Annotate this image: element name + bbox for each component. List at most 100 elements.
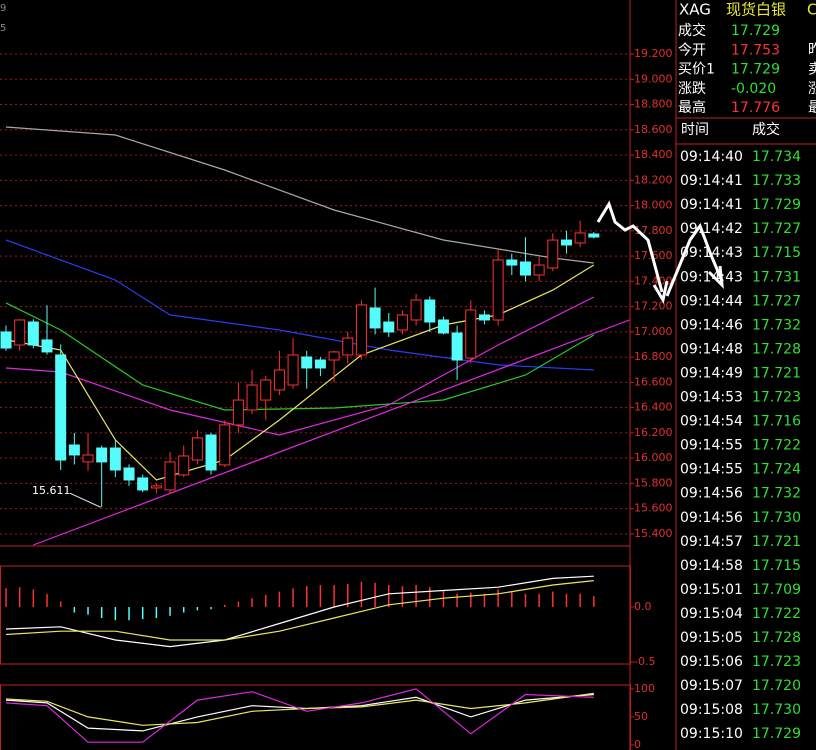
trade-price: 17.722	[752, 606, 801, 622]
quote-value: 17.729	[731, 62, 780, 78]
quote-label: 成交	[678, 22, 706, 39]
y-tick-label: 16.800	[634, 350, 673, 363]
trade-price: 17.715	[752, 558, 801, 574]
leader-line	[69, 492, 101, 508]
scribble	[665, 222, 724, 297]
candle-body	[260, 379, 272, 401]
trade-time: 09:14:40	[680, 149, 743, 165]
candle-body	[150, 485, 162, 489]
y-tick-label: 18.200	[634, 173, 673, 186]
y-tick-label: 16.400	[634, 401, 673, 414]
quote-value: 17.753	[731, 42, 780, 58]
indicator-line	[5, 692, 594, 726]
trade-time: 09:14:57	[680, 534, 743, 550]
candle-body	[410, 299, 422, 321]
symbol: XAG	[679, 1, 711, 19]
indicator-line	[5, 302, 595, 411]
trade-price: 17.723	[752, 654, 801, 670]
candle-body	[82, 454, 94, 463]
trade-time: 09:15:01	[680, 582, 743, 598]
trade-price: 17.730	[752, 702, 801, 718]
trade-time: 09:14:56	[680, 486, 743, 502]
quote-label: 卖	[808, 62, 816, 78]
candle-body	[547, 239, 559, 269]
candle-body	[492, 259, 504, 321]
trade-time: 09:14:42	[680, 221, 743, 237]
trade-price: 17.730	[752, 510, 801, 526]
candle-body	[451, 332, 463, 361]
drawn-arrows	[596, 200, 724, 305]
trade-time: 09:14:53	[680, 390, 743, 406]
trade-time: 09:15:04	[680, 606, 743, 622]
quote-label: 最	[808, 100, 816, 116]
y-tick-label: 17.000	[634, 325, 673, 338]
trade-time: 09:14:55	[680, 462, 743, 478]
column-header: 时间	[681, 122, 709, 138]
trade-price: 17.732	[752, 486, 801, 502]
trade-price: 17.734	[752, 149, 801, 165]
quote-label: 昨	[808, 42, 816, 58]
quote-value: 17.729	[731, 23, 780, 39]
trade-price: 17.729	[752, 726, 801, 742]
trade-time: 09:14:58	[680, 558, 743, 574]
trade-time: 09:14:41	[680, 173, 743, 189]
candle-body	[396, 314, 408, 331]
candle-body	[588, 233, 600, 238]
trade-price: 17.732	[752, 317, 801, 333]
trade-price: 17.724	[752, 462, 801, 478]
indicator-line	[5, 688, 594, 743]
candle-body	[27, 321, 39, 346]
candle-body	[301, 356, 313, 369]
symbol-tail: C	[807, 1, 816, 19]
y-tick-label: 16.600	[634, 375, 673, 388]
candle-body	[273, 369, 285, 391]
candle-body	[0, 331, 12, 349]
y-tick-label: 18.800	[634, 98, 673, 111]
trade-price: 17.715	[752, 245, 801, 261]
candle-body	[137, 477, 149, 491]
trade-time: 09:14:55	[680, 438, 743, 454]
trade-price: 17.731	[752, 269, 801, 285]
quote-label: 最高	[678, 99, 706, 116]
candle-body	[14, 319, 26, 346]
quote-label: 涨	[808, 81, 816, 97]
edge-text: 5	[0, 23, 6, 34]
trade-time: 09:14:48	[680, 341, 743, 357]
y-tick-label: 17.200	[634, 300, 673, 313]
y-tick-label: 15.400	[634, 527, 673, 540]
trade-time: 09:15:06	[680, 654, 743, 670]
y-tick-label: 18.000	[634, 199, 673, 212]
y-tick-label: 17.800	[634, 224, 673, 237]
quote-value: -0.020	[731, 81, 776, 97]
macd-panel-border	[0, 565, 631, 665]
y-tick-label: 100	[634, 682, 655, 695]
candle-body	[342, 337, 354, 356]
y-tick-label: 0	[634, 738, 641, 750]
y-tick-label: 0.0	[634, 600, 652, 613]
indicator-line	[5, 239, 594, 371]
trade-price: 17.722	[752, 438, 801, 454]
y-tick-label: 18.600	[634, 123, 673, 136]
scribble	[596, 200, 664, 293]
trade-price: 17.709	[752, 582, 801, 598]
y-tick-label: -0.5	[634, 655, 655, 668]
candle-body	[369, 307, 381, 329]
trade-time: 09:15:07	[680, 678, 743, 694]
candle-body	[55, 354, 67, 461]
candle-body	[205, 434, 217, 471]
candle-body	[478, 314, 490, 321]
trade-price: 17.716	[752, 414, 801, 430]
trade-time: 09:14:54	[680, 414, 743, 430]
candle-body	[465, 309, 477, 359]
candle-body	[533, 264, 545, 276]
candle-body	[287, 354, 299, 386]
y-tick-label: 15.800	[634, 476, 673, 489]
candle-body	[383, 321, 395, 333]
trade-price: 17.729	[752, 197, 801, 213]
candle-body	[246, 384, 258, 411]
candle-body	[506, 259, 518, 266]
y-tick-label: 16.200	[634, 426, 673, 439]
kdj-panel-border	[0, 684, 631, 750]
trade-price: 17.723	[752, 390, 801, 406]
